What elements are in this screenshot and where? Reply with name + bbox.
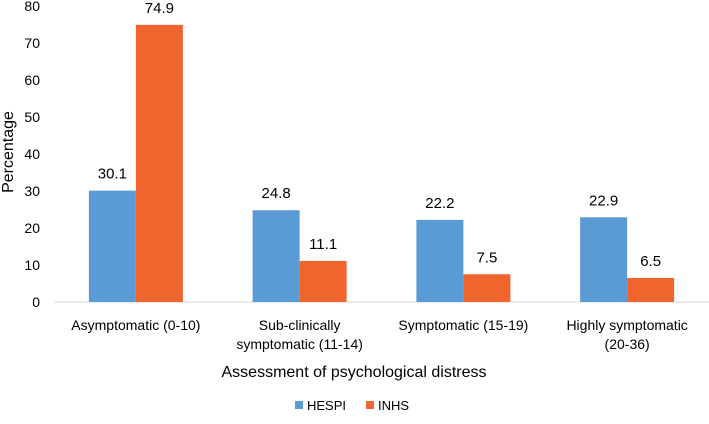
category-labels: Asymptomatic (0-10) Sub-clinically symptom… — [71, 317, 688, 352]
data-labels: 30.1 24.8 22.2 22.9 74.9 11.1 7.5 6.5 — [98, 0, 661, 270]
data-label-inhs-2: 7.5 — [476, 249, 497, 266]
category-label: Asymptomatic (0-10) — [71, 317, 200, 333]
bar-inhs-2 — [463, 274, 511, 302]
y-axis-title: Percentage — [0, 111, 17, 193]
data-label-hespi-1: 24.8 — [262, 185, 291, 202]
category-label: (20-36) — [605, 336, 650, 352]
y-axis-ticks: 0 10 20 30 40 50 60 70 80 — [24, 0, 40, 310]
category-label: Highly symptomatic — [566, 317, 687, 333]
category-label: Symptomatic (15-19) — [398, 317, 528, 333]
bar-inhs-3 — [627, 277, 675, 302]
bar-hespi-1 — [252, 210, 300, 302]
bar-hespi-3 — [580, 217, 628, 302]
y-tick-label: 20 — [24, 220, 40, 236]
category-label: symptomatic (11-14) — [236, 336, 363, 352]
y-tick-label: 30 — [24, 183, 40, 199]
y-tick-label: 80 — [24, 0, 40, 14]
y-tick-label: 0 — [32, 294, 40, 310]
bar-inhs-1 — [299, 260, 347, 302]
y-tick-label: 60 — [24, 72, 40, 88]
bar-hespi-2 — [416, 219, 464, 302]
legend-swatch-hespi — [295, 401, 303, 409]
data-label-inhs-0: 74.9 — [145, 0, 174, 17]
x-axis-title: Assessment of psychological distress — [222, 364, 487, 381]
bar-hespi-0 — [88, 190, 136, 302]
y-tick-label: 40 — [24, 146, 40, 162]
data-label-hespi-3: 22.9 — [589, 192, 618, 209]
y-tick-label: 70 — [24, 35, 40, 51]
legend-swatch-inhs — [366, 401, 374, 409]
data-label-inhs-3: 6.5 — [640, 253, 661, 270]
y-tick-label: 50 — [24, 109, 40, 125]
legend-label-inhs: INHS — [378, 398, 409, 413]
bar-inhs-0 — [135, 24, 183, 303]
bars — [88, 24, 675, 303]
category-label: Sub-clinically — [259, 317, 341, 333]
data-label-inhs-1: 11.1 — [309, 236, 337, 253]
y-tick-label: 10 — [24, 257, 40, 273]
legend: HESPI INHS — [295, 398, 409, 413]
data-label-hespi-0: 30.1 — [98, 166, 127, 183]
data-label-hespi-2: 22.2 — [425, 195, 454, 212]
legend-label-hespi: HESPI — [307, 398, 346, 413]
